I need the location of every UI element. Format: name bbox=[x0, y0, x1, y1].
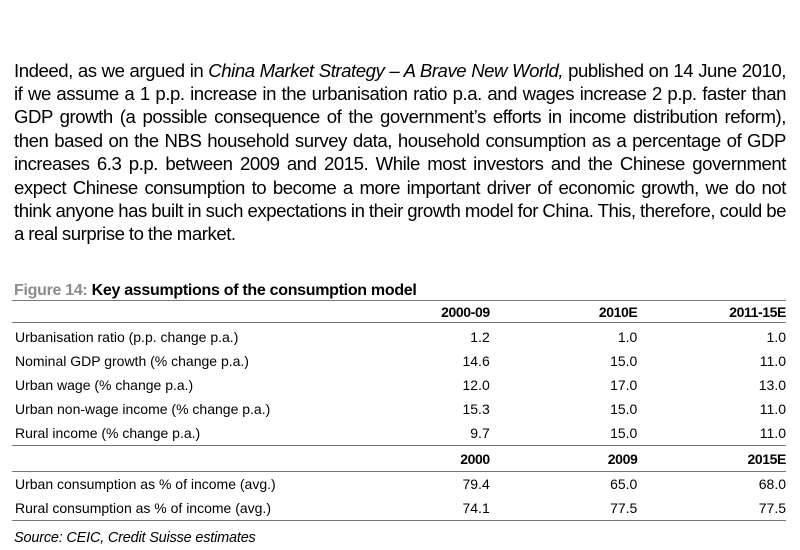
figure-number: Figure 14: bbox=[14, 282, 88, 299]
column-header: 2015E bbox=[637, 445, 786, 472]
cell-value: 1.2 bbox=[470, 329, 490, 345]
cell-value: 11.0 bbox=[759, 425, 786, 441]
cell-value: 11.0 bbox=[759, 401, 786, 417]
cell-value: 77.5 bbox=[489, 496, 638, 521]
paragraph-intro: Indeed, as we argued in bbox=[14, 59, 209, 81]
figure-title: Figure 14: Key assumptions of the consum… bbox=[14, 282, 417, 300]
column-header: 2000-09 bbox=[344, 300, 490, 323]
cell-value: 15.0 bbox=[610, 425, 638, 441]
column-header: 2009 bbox=[489, 445, 638, 472]
column-header: 2011-15E bbox=[637, 300, 786, 323]
cell-value: 13.0 bbox=[758, 377, 786, 393]
cell-value: 74.1 bbox=[344, 496, 490, 521]
table-row: Nominal GDP growth (% change p.a.) 14.6 … bbox=[12, 349, 786, 373]
table-row: Rural consumption as % of income (avg.) … bbox=[12, 496, 786, 521]
cell-value: 9.7 bbox=[470, 425, 490, 441]
row-label: Urbanisation ratio (p.p. change p.a.) bbox=[15, 329, 239, 345]
cell-value: 15.0 bbox=[610, 353, 638, 369]
table-subheader-row: 2000 2009 2015E bbox=[12, 445, 786, 472]
column-header: 2010E bbox=[489, 300, 638, 323]
cell-value: 65.0 bbox=[610, 476, 638, 492]
table-header-row: 2000-09 2010E 2011-15E bbox=[12, 300, 786, 323]
cell-value: 1.0 bbox=[766, 329, 786, 345]
table-row: Urban wage (% change p.a.) 12.0 17.0 13.… bbox=[12, 373, 786, 397]
cell-value: 1.0 bbox=[617, 329, 638, 345]
cell-value: 79.4 bbox=[462, 476, 490, 492]
cell-value: 68.0 bbox=[758, 476, 786, 492]
cell-value: 11.0 bbox=[759, 353, 786, 369]
cell-value: 14.6 bbox=[462, 353, 490, 369]
row-label: Rural consumption as % of income (avg.) bbox=[12, 496, 345, 521]
body-paragraph: Indeed, as we argued in China Market Str… bbox=[14, 59, 786, 246]
row-label: Urban consumption as % of income (avg.) bbox=[15, 476, 276, 492]
table-row: Urbanisation ratio (p.p. change p.a.) 1.… bbox=[12, 323, 786, 350]
cell-value: 77.5 bbox=[637, 496, 786, 521]
table-row: Rural income (% change p.a.) 9.7 15.0 11… bbox=[12, 421, 786, 446]
cell-value: 12.0 bbox=[462, 377, 490, 393]
cell-value: 15.0 bbox=[610, 401, 638, 417]
source-note: Source: CEIC, Credit Suisse estimates bbox=[14, 530, 256, 546]
paragraph-body: published on 14 June 2010, if we assume … bbox=[14, 59, 786, 245]
figure-caption: Key assumptions of the consumption model bbox=[87, 282, 417, 299]
row-label: Nominal GDP growth (% change p.a.) bbox=[15, 353, 249, 369]
row-label: Urban non-wage income (% change p.a.) bbox=[15, 401, 271, 417]
column-header: 2000 bbox=[344, 445, 490, 472]
assumptions-table: 2000-09 2010E 2011-15E Urbanisation rati… bbox=[12, 300, 786, 521]
cell-value: 17.0 bbox=[610, 377, 638, 393]
table-row: Urban consumption as % of income (avg.) … bbox=[12, 472, 786, 497]
report-title-reference: China Market Strategy – A Brave New Worl… bbox=[208, 59, 564, 81]
table-row: Urban non-wage income (% change p.a.) 15… bbox=[12, 397, 786, 421]
cell-value: 15.3 bbox=[462, 401, 490, 417]
row-label: Rural income (% change p.a.) bbox=[15, 425, 201, 441]
row-label: Urban wage (% change p.a.) bbox=[15, 377, 194, 393]
